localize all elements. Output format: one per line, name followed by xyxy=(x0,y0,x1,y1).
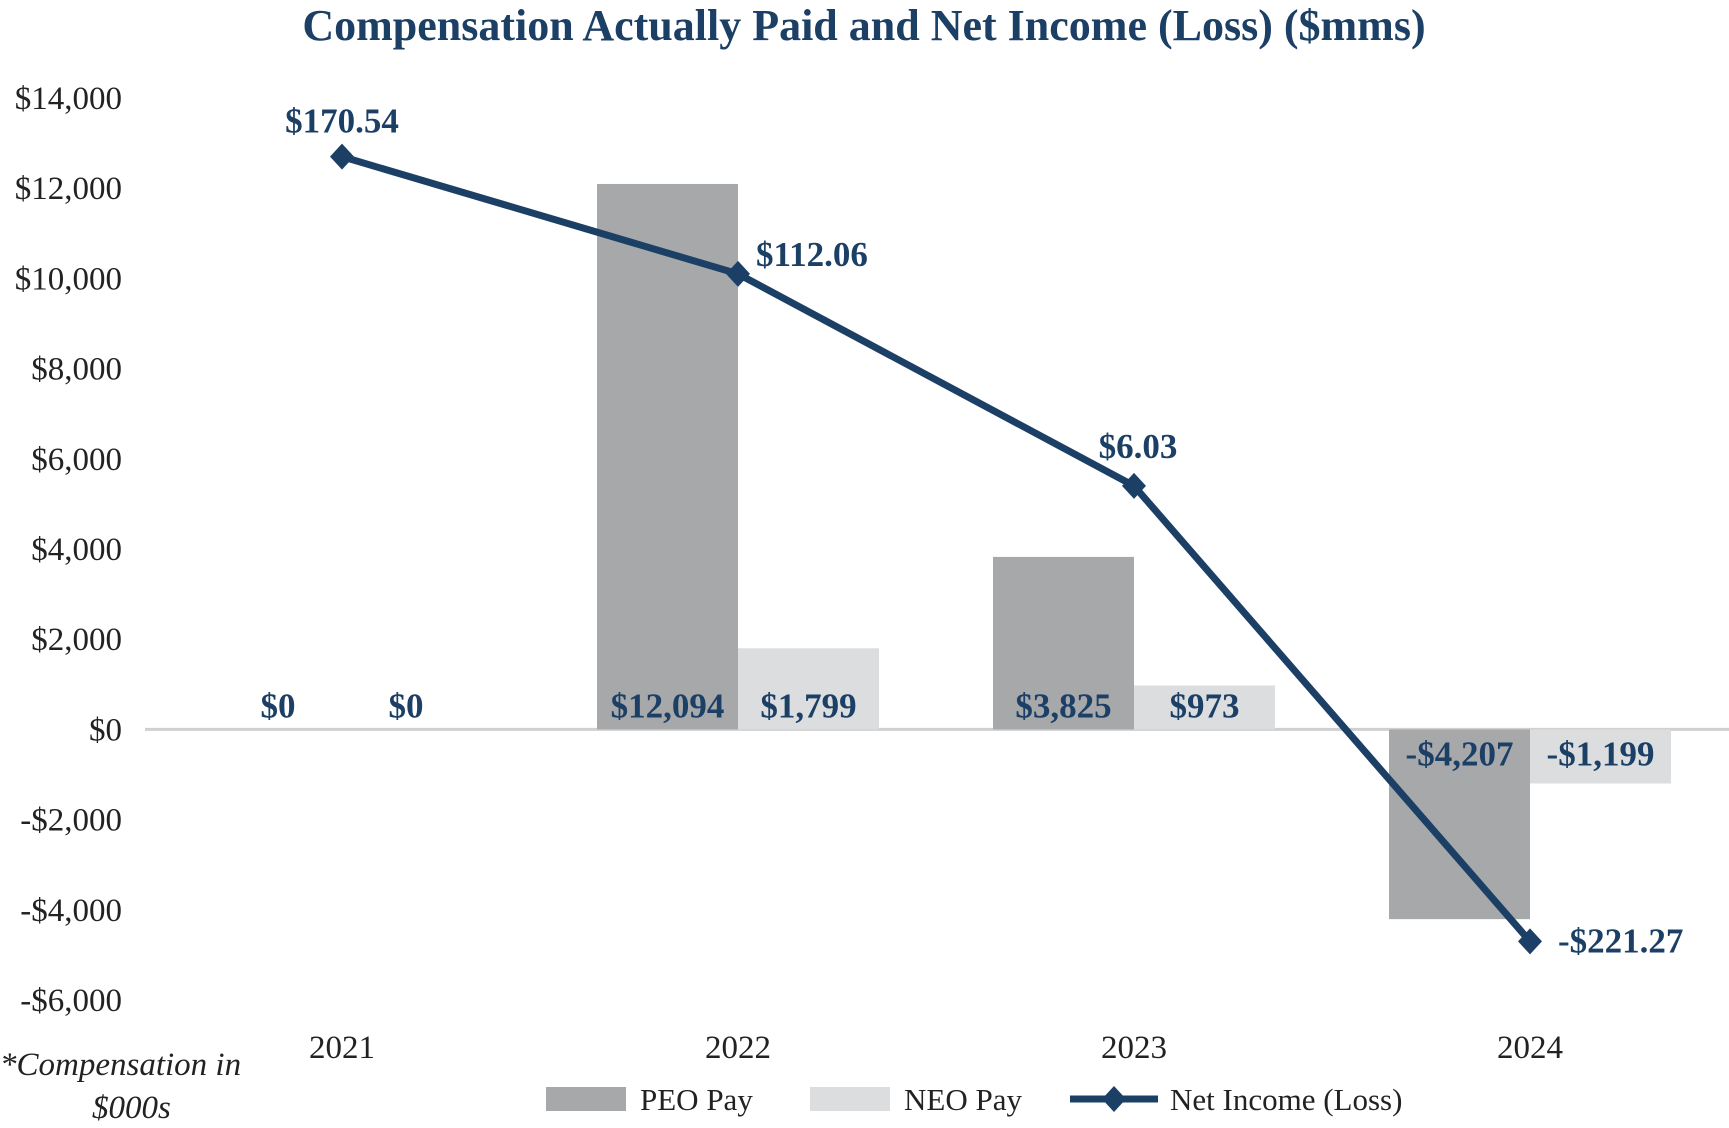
peo-pay-bar xyxy=(597,183,738,730)
bar-labels: $0 $12,094 $3,825 -$4,207 $0 $1,799 $973 -$1,19… xyxy=(261,686,1655,773)
y-tick-label: $2,000 xyxy=(31,622,122,658)
y-axis: $14,000 $12,000 $10,000 $8,000 $6,000 $4,000 $… xyxy=(15,81,122,1019)
net-income-label: $6.03 xyxy=(1099,427,1178,466)
peo-pay-label: $0 xyxy=(261,686,296,725)
y-tick-label: $10,000 xyxy=(15,261,122,297)
neo-pay-label: $1,799 xyxy=(760,686,856,725)
legend-label-net-income: Net Income (Loss) xyxy=(1170,1082,1402,1117)
peo-pay-label: $3,825 xyxy=(1015,686,1111,725)
net-income-line xyxy=(341,153,1533,944)
neo-pay-label: $0 xyxy=(389,686,424,725)
neo-pay-bar xyxy=(738,648,879,730)
x-tick-label: 2024 xyxy=(1497,1030,1563,1066)
legend-swatch-peo-pay xyxy=(546,1087,626,1111)
y-tick-label: $12,000 xyxy=(15,171,122,207)
net-income-marker xyxy=(1122,472,1146,499)
peo-pay-bar xyxy=(1389,729,1530,920)
neo-pay-bar xyxy=(1134,685,1275,730)
net-income-label: $170.54 xyxy=(285,102,399,141)
x-tick-label: 2023 xyxy=(1101,1030,1167,1066)
bars xyxy=(597,183,1671,920)
legend-marker-net-income xyxy=(1102,1086,1126,1112)
y-tick-label: $0 xyxy=(89,712,122,748)
y-tick-label: -$4,000 xyxy=(20,893,122,929)
peo-pay-label: $12,094 xyxy=(611,686,725,725)
neo-pay-label: $973 xyxy=(1170,686,1240,725)
y-tick-label: -$6,000 xyxy=(20,983,122,1019)
legend-swatch-neo-pay xyxy=(810,1087,890,1111)
y-tick-label: $4,000 xyxy=(31,532,122,568)
x-axis: 2021 2022 2023 2024 xyxy=(309,1030,1563,1066)
footnote-line-1: *Compensation in xyxy=(0,1047,241,1083)
net-income-label: $112.06 xyxy=(756,235,868,274)
y-tick-label: $6,000 xyxy=(31,442,122,478)
x-tick-label: 2022 xyxy=(705,1030,771,1066)
net-income-marker xyxy=(330,143,354,170)
chart-title: Compensation Actually Paid and Net Incom… xyxy=(302,1,1425,50)
net-income-label: -$221.27 xyxy=(1558,921,1683,960)
net-income-marker xyxy=(726,260,750,287)
y-tick-label: $14,000 xyxy=(15,81,122,117)
legend-label-peo-pay: PEO Pay xyxy=(640,1082,753,1117)
footnote-line-2: $000s xyxy=(92,1090,171,1126)
neo-pay-label: -$1,199 xyxy=(1547,734,1655,773)
legend-label-neo-pay: NEO Pay xyxy=(904,1082,1022,1117)
peo-pay-bar xyxy=(993,556,1134,730)
peo-pay-label: -$4,207 xyxy=(1406,734,1514,773)
net-income-marker xyxy=(1518,928,1542,955)
y-tick-label: $8,000 xyxy=(31,352,122,388)
y-tick-label: -$2,000 xyxy=(20,803,122,839)
legend: PEO Pay NEO Pay Net Income (Loss) xyxy=(546,1082,1402,1117)
net-income-line-series: $170.54 $112.06 $6.03 -$221.27 xyxy=(285,102,1683,961)
x-tick-label: 2021 xyxy=(309,1030,375,1066)
neo-pay-bar xyxy=(1530,729,1671,784)
